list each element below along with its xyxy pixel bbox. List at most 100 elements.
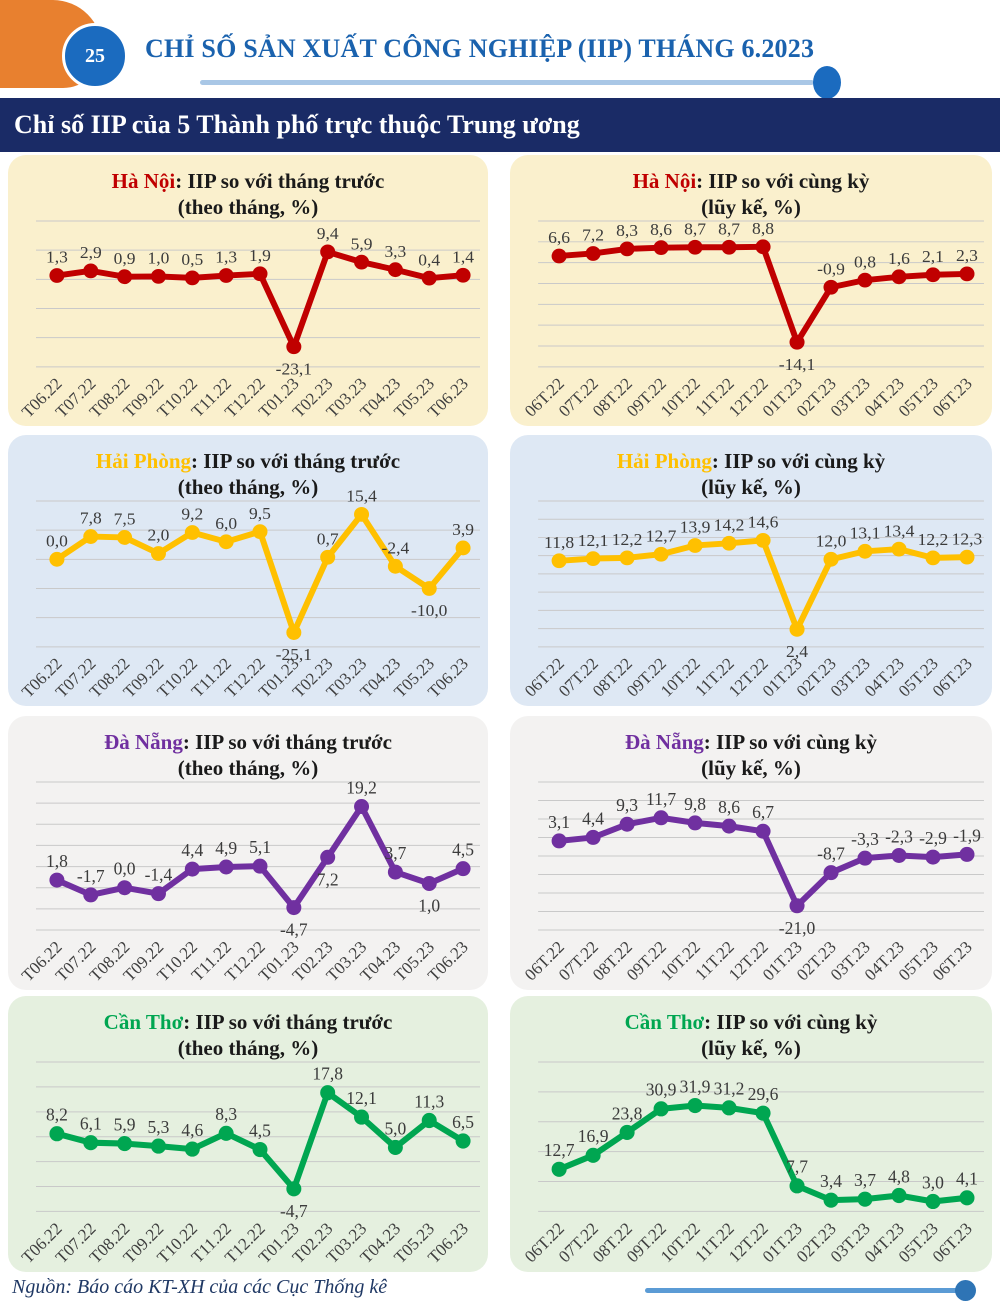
data-label: 3,3: [384, 242, 406, 261]
data-label: 7,7: [786, 1157, 808, 1177]
data-point: [252, 524, 268, 540]
page-number-badge: 25: [62, 23, 128, 89]
data-label: 1,3: [215, 248, 237, 267]
chart-panel-hanoi-monthly: Hà Nội: IIP so với tháng trước (theo thá…: [8, 155, 488, 426]
chart-canvas: 1,3 2,9 0,9 1,0 0,5 1,3 1,9 -23,1 9,4 5,9 3,3 0,4 1,…: [8, 219, 488, 426]
chart-canvas: 12,7 16,9 23,8 30,9 31,9 31,2 29,6 7,7 3,4 3,7 4,8…: [510, 1060, 992, 1272]
data-point: [286, 339, 302, 355]
chart-title: Cần Thơ: IIP so với cùng kỳ: [510, 1009, 992, 1035]
chart-panel-danang-cumulative: Đà Nẵng: IIP so với cùng kỳ (lũy kế, %) …: [510, 716, 992, 990]
data-point: [721, 535, 737, 551]
data-label: 7,5: [114, 510, 136, 529]
data-label: 0,7: [317, 530, 339, 549]
data-label: -21,0: [779, 918, 816, 938]
data-label: 31,9: [680, 1076, 711, 1096]
data-point: [354, 507, 370, 522]
x-tick-label: 06T.23: [929, 1219, 976, 1266]
data-point: [551, 248, 567, 264]
data-label: 13,4: [884, 520, 915, 540]
data-point: [49, 268, 65, 283]
data-label: -1,4: [145, 865, 173, 885]
data-label: 12,1: [346, 1088, 377, 1108]
data-label: 11,3: [414, 1091, 444, 1111]
page-number: 25: [85, 44, 105, 67]
data-point: [891, 541, 907, 557]
chart-canvas: 11,8 12,1 12,2 12,7 13,9 14,2 14,6 2,4 12,0 13,1 1…: [510, 499, 992, 706]
data-point: [49, 872, 65, 888]
data-point: [320, 1085, 336, 1101]
data-label: -2,3: [885, 826, 913, 846]
data-point: [354, 254, 370, 270]
data-label: 14,6: [748, 512, 779, 532]
header-rule-dot: [813, 66, 841, 99]
data-label: 17,8: [312, 1064, 343, 1084]
data-label: 12,7: [646, 526, 677, 546]
data-point: [925, 550, 941, 566]
data-label: 2,0: [148, 526, 170, 545]
data-point: [184, 525, 200, 540]
data-point: [320, 849, 336, 865]
footer-rule-dot: [955, 1280, 976, 1301]
data-label: -0,9: [817, 259, 845, 279]
data-label: -1,7: [77, 866, 105, 886]
data-point: [585, 551, 601, 566]
line-chart: 6,6 7,2 8,3 8,6 8,7 8,7 8,8 -14,1 -0,9 0,8 1,6 2,1 2…: [521, 218, 984, 420]
footer-rule-line: [645, 1288, 963, 1293]
data-point: [320, 549, 336, 565]
x-tick-label: 06T.23: [929, 654, 976, 700]
data-point: [49, 551, 65, 567]
data-point: [925, 1193, 941, 1210]
data-label: -10,0: [411, 601, 448, 620]
data-point: [755, 239, 771, 255]
data-point: [891, 847, 907, 863]
data-point: [925, 849, 941, 865]
data-point: [218, 1125, 234, 1141]
data-point: [823, 551, 839, 567]
chart-title-rest: : IIP so với tháng trước: [182, 730, 392, 754]
data-label: 0,9: [114, 249, 136, 268]
data-point: [421, 1112, 437, 1129]
data-point: [184, 861, 200, 877]
data-label: 3,7: [854, 1170, 876, 1190]
chart-subtitle: (theo tháng, %): [177, 756, 319, 780]
data-point: [184, 1141, 200, 1157]
city-name: Cần Thơ: [103, 1010, 184, 1034]
data-label: -2,9: [919, 828, 947, 848]
data-point: [857, 1191, 873, 1207]
data-label: 5,3: [148, 1117, 170, 1137]
data-label: 2,1: [922, 246, 944, 266]
chart-title: Cần Thơ: IIP so với tháng trước: [8, 1009, 488, 1035]
data-point: [755, 1105, 771, 1121]
chart-title-rest: : IIP so với cùng kỳ: [704, 1010, 878, 1034]
chart-subtitle: (theo tháng, %): [177, 195, 319, 219]
data-label: 8,2: [46, 1105, 68, 1125]
data-point: [387, 262, 403, 278]
city-name: Hà Nội: [632, 169, 697, 193]
data-label: -1,9: [953, 825, 981, 845]
data-point: [959, 846, 975, 862]
chart-panel-cantho-cumulative: Cần Thơ: IIP so với cùng kỳ (lũy kế, %) …: [510, 996, 992, 1272]
chart-subtitle: (lũy kế, %): [701, 756, 801, 780]
data-point: [789, 1178, 805, 1194]
data-label: 1,4: [452, 248, 474, 267]
data-label: 3,4: [820, 1171, 842, 1191]
data-point: [286, 900, 302, 916]
data-point: [891, 1187, 907, 1204]
chart-subtitle: (lũy kế, %): [701, 475, 801, 499]
data-label: 12,1: [578, 530, 609, 550]
data-point: [252, 1141, 268, 1158]
x-tick-label: 06T.23: [929, 937, 976, 984]
data-point: [857, 272, 873, 288]
data-label: -2,4: [382, 539, 410, 558]
chart-title: Hà Nội: IIP so với cùng kỳ: [510, 168, 992, 194]
data-point: [585, 829, 601, 845]
data-label: 7,2: [582, 225, 604, 245]
line-chart: 8,2 6,1 5,9 5,3 4,6 8,3 4,5 -4,7 17,812,1 5,0 11,3…: [18, 1061, 480, 1267]
data-point: [354, 1109, 370, 1125]
data-label: 6,6: [548, 227, 570, 247]
data-label: 15,4: [346, 487, 377, 506]
data-label: 12,0: [816, 531, 847, 551]
data-label: 14,2: [714, 515, 745, 535]
data-label: 5,1: [249, 837, 271, 857]
